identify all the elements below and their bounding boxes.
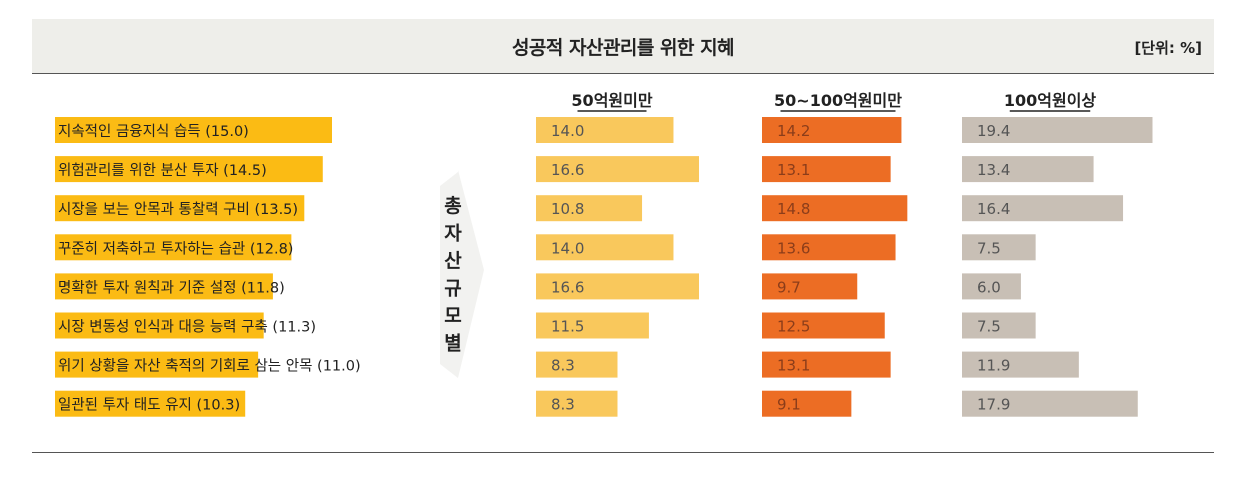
- series-1-value-5: 12.5: [777, 318, 810, 336]
- overall-bar-6: [55, 351, 259, 378]
- series-header-1: 50~100억원미만: [774, 91, 902, 110]
- series-0-value-2: 10.8: [551, 200, 584, 218]
- series-header-0: 50억원미만: [571, 91, 652, 110]
- category-label-6: 위기 상황을 자산 축적의 기회로 삼는 안목 (11.0): [58, 358, 361, 375]
- series-1-value-6: 13.1: [777, 357, 810, 375]
- series-1-value-3: 13.6: [777, 239, 810, 257]
- series-2-value-7: 17.9: [977, 396, 1010, 414]
- arrow-shape: [440, 170, 484, 378]
- chart-title: 성공적 자산관리를 위한 지혜: [511, 37, 735, 59]
- overall-bar-0: [55, 117, 332, 143]
- series-0-bar-4: [536, 273, 699, 300]
- series-1-bar-3: [762, 234, 896, 261]
- series-2-value-6: 11.9: [977, 357, 1010, 375]
- series-0-bar-2: [536, 195, 643, 222]
- series-1-bar-5: [762, 312, 885, 339]
- series-1-bar-4: [762, 273, 858, 300]
- title-bar: 성공적 자산관리를 위한 지혜 [단위: %]: [32, 19, 1214, 74]
- side-label-char-2: 산: [444, 250, 462, 272]
- category-label-2: 시장을 보는 안목과 통찰력 구비 (13.5): [58, 201, 298, 218]
- series-0-bar-5: [536, 312, 649, 339]
- series-2-bar-1: [962, 156, 1094, 183]
- series-0-bar-7: [536, 390, 618, 417]
- category-label-7: 일관된 투자 태도 유지 (10.3): [58, 397, 240, 414]
- side-label-char-1: 자: [444, 223, 462, 245]
- side-label-char-0: 총: [444, 195, 461, 217]
- series-0-value-4: 16.6: [551, 278, 584, 296]
- series-2-value-1: 13.4: [977, 161, 1010, 179]
- series-0-value-3: 14.0: [551, 239, 584, 257]
- series-1-bar-6: [762, 351, 891, 378]
- series-1-bar-2: [762, 195, 908, 222]
- category-label-3: 꾸준히 저축하고 투자하는 습관 (12.8): [58, 240, 293, 257]
- series-0-bar-6: [536, 351, 618, 378]
- series-2-bar-5: [962, 312, 1036, 339]
- category-label-1: 위험관리를 위한 분산 투자 (14.5): [58, 162, 267, 179]
- side-label-char-5: 별: [444, 333, 461, 355]
- series-0-value-5: 11.5: [551, 318, 584, 336]
- overall-bar-7: [55, 390, 246, 417]
- series-2-bar-6: [962, 351, 1079, 378]
- category-label-5: 시장 변동성 인식과 대응 능력 구축 (11.3): [58, 319, 316, 336]
- series-2-value-2: 16.4: [977, 200, 1010, 218]
- series-2-value-0: 19.4: [977, 122, 1010, 140]
- category-label-4: 명확한 투자 원칙과 기준 설정 (11.8): [58, 279, 285, 296]
- series-1-value-7: 9.1: [777, 396, 801, 414]
- series-2-bar-3: [962, 234, 1036, 261]
- series-2-bar-0: [962, 117, 1153, 143]
- series-0-value-7: 8.3: [551, 396, 575, 414]
- series-0-bar-0: [536, 117, 674, 143]
- overall-bar-3: [55, 234, 292, 261]
- series-0-bar-3: [536, 234, 674, 261]
- overall-bar-4: [55, 273, 273, 300]
- series-0-bar-1: [536, 156, 699, 183]
- series-2-bar-2: [962, 195, 1124, 222]
- overall-bar-2: [55, 195, 305, 222]
- series-1-bar-7: [762, 390, 852, 417]
- category-label-0: 지속적인 금융지식 습득 (15.0): [58, 123, 249, 140]
- series-header-2: 100억원이상: [1004, 91, 1097, 110]
- series-0-value-6: 8.3: [551, 357, 575, 375]
- side-label-char-4: 모: [444, 305, 461, 327]
- series-0-value-1: 16.6: [551, 161, 584, 179]
- overall-bar-5: [55, 312, 264, 339]
- series-2-value-3: 7.5: [977, 239, 1001, 257]
- side-label-char-3: 규: [444, 278, 461, 300]
- series-0-value-0: 14.0: [551, 122, 584, 140]
- series-1-value-2: 14.8: [777, 200, 810, 218]
- series-2-value-5: 7.5: [977, 318, 1001, 336]
- series-1-value-1: 13.1: [777, 161, 810, 179]
- series-2-bar-4: [962, 273, 1021, 300]
- bottom-rule: [32, 452, 1214, 453]
- series-2-bar-7: [962, 390, 1138, 417]
- series-1-value-4: 9.7: [777, 278, 801, 296]
- series-1-bar-1: [762, 156, 891, 183]
- series-2-value-4: 6.0: [977, 278, 1001, 296]
- series-1-bar-0: [762, 117, 902, 143]
- series-1-value-0: 14.2: [777, 122, 810, 140]
- overall-bar-1: [55, 156, 323, 183]
- unit-label: [단위: %]: [1134, 39, 1202, 57]
